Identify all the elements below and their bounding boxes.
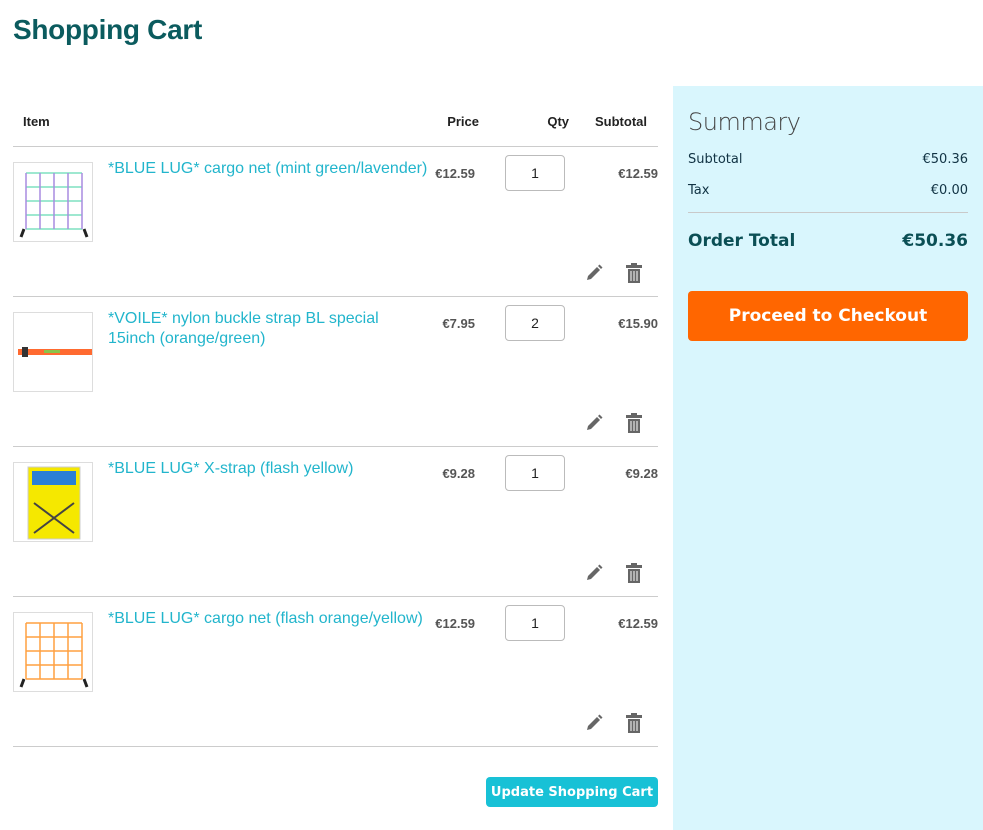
delete-trash-icon[interactable] (625, 413, 643, 433)
quantity-input[interactable] (505, 605, 565, 641)
subtotal-value: €50.36 (922, 152, 969, 167)
product-name-link[interactable]: *BLUE LUG* X-strap (flash yellow) (108, 460, 354, 477)
summary-title: Summary (688, 108, 801, 136)
header-item: Item (23, 114, 50, 129)
product-image[interactable] (13, 462, 93, 542)
product-subtotal: €15.90 (618, 316, 658, 331)
subtotal-label: Subtotal (688, 152, 743, 167)
product-image[interactable] (13, 612, 93, 692)
product-name-link[interactable]: *VOILE* nylon buckle strap BL special 15… (108, 310, 379, 347)
summary-tax-row: Tax €0.00 (688, 183, 968, 198)
header-qty: Qty (547, 114, 569, 129)
product-name-link[interactable]: *BLUE LUG* cargo net (flash orange/yello… (108, 610, 423, 627)
order-total-row: Order Total €50.36 (688, 212, 968, 251)
cart-item-row: *VOILE* nylon buckle strap BL special 15… (13, 297, 658, 447)
product-image[interactable] (13, 162, 93, 242)
summary-panel: Summary Subtotal €50.36 Tax €0.00 Order … (673, 86, 983, 830)
product-subtotal: €12.59 (618, 616, 658, 631)
quantity-input[interactable] (505, 455, 565, 491)
update-cart-button[interactable]: Update Shopping Cart (486, 777, 658, 807)
edit-pencil-icon[interactable] (584, 413, 604, 433)
product-price: €12.59 (435, 166, 475, 181)
summary-subtotal-row: Subtotal €50.36 (688, 152, 968, 167)
edit-pencil-icon[interactable] (584, 263, 604, 283)
order-total-value: €50.36 (902, 231, 968, 251)
quantity-input[interactable] (505, 305, 565, 341)
tax-value: €0.00 (930, 183, 968, 198)
cart-item-row: *BLUE LUG* X-strap (flash yellow) €9.28 … (13, 447, 658, 597)
product-price: €12.59 (435, 616, 475, 631)
header-subtotal: Subtotal (595, 114, 647, 129)
delete-trash-icon[interactable] (625, 713, 643, 733)
edit-pencil-icon[interactable] (584, 713, 604, 733)
order-total-label: Order Total (688, 231, 796, 251)
quantity-input[interactable] (505, 155, 565, 191)
cart-item-row: *BLUE LUG* cargo net (mint green/lavende… (13, 147, 658, 297)
product-name-link[interactable]: *BLUE LUG* cargo net (mint green/lavende… (108, 160, 428, 177)
product-price: €9.28 (442, 466, 475, 481)
edit-pencil-icon[interactable] (584, 563, 604, 583)
table-header: Item Price Qty Subtotal (13, 100, 658, 147)
product-subtotal: €12.59 (618, 166, 658, 181)
product-price: €7.95 (442, 316, 475, 331)
delete-trash-icon[interactable] (625, 563, 643, 583)
cart-table: Item Price Qty Subtotal *BLUE LUG* cargo… (13, 100, 658, 747)
delete-trash-icon[interactable] (625, 263, 643, 283)
proceed-to-checkout-button[interactable]: Proceed to Checkout (688, 291, 968, 341)
tax-label: Tax (688, 183, 710, 198)
page-title: Shopping Cart (13, 14, 202, 45)
header-price: Price (447, 114, 479, 129)
product-image[interactable] (13, 312, 93, 392)
product-subtotal: €9.28 (625, 466, 658, 481)
cart-item-row: *BLUE LUG* cargo net (flash orange/yello… (13, 597, 658, 747)
